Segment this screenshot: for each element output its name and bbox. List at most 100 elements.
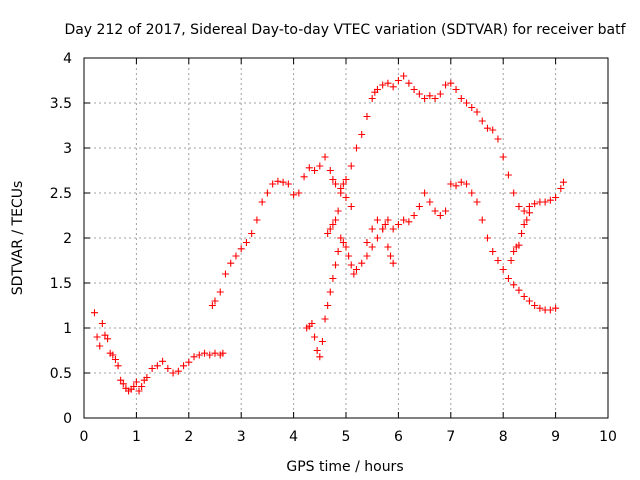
data-point [159, 357, 167, 365]
data-point [227, 259, 235, 267]
data-point [332, 261, 340, 269]
data-point [135, 387, 143, 395]
data-point [232, 252, 240, 260]
data-point [206, 351, 214, 359]
data-point [300, 173, 308, 181]
data-point [546, 306, 554, 314]
data-point [96, 342, 104, 350]
data-point [363, 252, 371, 260]
data-point [442, 207, 450, 215]
data-point [415, 90, 423, 98]
data-point [426, 198, 434, 206]
data-point [321, 315, 329, 323]
data-point [148, 365, 156, 372]
data-point [313, 347, 321, 354]
data-point [431, 95, 439, 102]
y-tick-label: 2 [63, 231, 72, 247]
data-point [329, 275, 337, 282]
data-point [518, 230, 526, 237]
data-point [515, 241, 523, 249]
y-tick-label: 4 [63, 51, 72, 67]
data-point [431, 207, 439, 215]
data-point [358, 131, 366, 138]
data-point [363, 113, 371, 120]
data-point [326, 167, 334, 174]
data-point [478, 117, 486, 125]
data-point [295, 189, 303, 197]
data-point [473, 198, 481, 206]
series-5 [363, 216, 397, 267]
data-point [436, 90, 444, 98]
data-point [515, 286, 523, 294]
data-point [463, 99, 471, 107]
x-tick-label: 2 [184, 429, 193, 445]
data-point [242, 239, 250, 246]
data-point [531, 302, 539, 309]
x-tick-label: 4 [289, 429, 298, 445]
data-point [316, 353, 324, 361]
x-tick-label: 10 [599, 429, 617, 445]
data-point [337, 189, 345, 197]
y-tick-label: 0 [63, 411, 72, 427]
data-point [531, 200, 539, 208]
data-point [494, 257, 502, 264]
y-axis-ticks: 0 0.5 1 1.5 2 2.5 3 3.5 4 [50, 51, 608, 427]
data-point [308, 320, 316, 327]
y-tick-label: 1.5 [50, 276, 72, 292]
data-point [494, 135, 502, 143]
data-point [130, 383, 138, 390]
data-point [504, 171, 512, 179]
data-point [109, 351, 117, 359]
data-point [483, 124, 491, 132]
data-point [523, 216, 531, 224]
data-point [552, 304, 560, 312]
data-point [305, 164, 313, 172]
data-point [520, 221, 528, 228]
data-point [483, 234, 491, 242]
data-point [164, 365, 172, 372]
data-point [318, 338, 326, 345]
data-point [384, 243, 392, 251]
data-point [345, 252, 353, 260]
x-tick-label: 0 [80, 429, 89, 445]
data-point [342, 176, 350, 183]
data-point [326, 225, 334, 233]
data-point [321, 153, 329, 161]
data-point [447, 180, 455, 188]
data-point [373, 216, 381, 224]
x-tick-label: 9 [551, 429, 560, 445]
data-point [138, 383, 146, 390]
y-axis-label: SDTVAR / TECUs [10, 181, 26, 296]
data-point [237, 245, 245, 253]
data-point [324, 302, 332, 309]
data-point [468, 189, 476, 197]
data-point [350, 270, 358, 278]
data-point [93, 333, 101, 341]
x-tick-label: 8 [499, 429, 508, 445]
data-point [269, 180, 277, 188]
data-point [185, 358, 193, 366]
data-point [334, 207, 342, 215]
data-point [546, 196, 554, 204]
data-point [389, 225, 397, 233]
data-point [457, 95, 465, 102]
x-tick-label: 3 [237, 429, 246, 445]
data-point [373, 86, 381, 93]
data-point [499, 266, 507, 273]
data-point [316, 162, 324, 170]
data-point [552, 194, 560, 201]
data-point [410, 86, 418, 93]
x-axis-label: GPS time / hours [286, 459, 403, 475]
data-point [332, 216, 340, 224]
y-tick-label: 3.5 [50, 96, 72, 112]
data-point [415, 203, 423, 210]
y-tick-label: 0.5 [50, 366, 72, 382]
data-point [384, 216, 392, 224]
chart-title: Day 212 of 2017, Sidereal Day-to-day VTE… [64, 22, 626, 38]
data-point [311, 167, 319, 174]
series-6 [507, 209, 533, 264]
data-point [119, 380, 127, 388]
data-point [337, 234, 345, 242]
data-point [211, 349, 219, 357]
